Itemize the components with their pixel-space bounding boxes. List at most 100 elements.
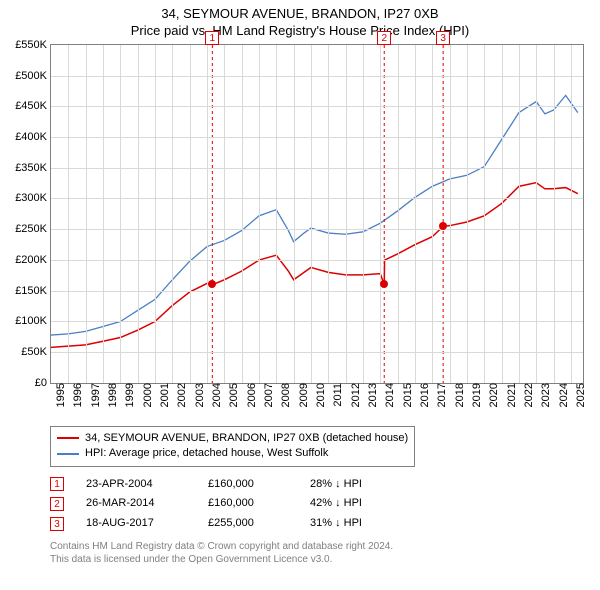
series-hpi <box>51 95 578 335</box>
gridline-v <box>120 45 121 383</box>
y-axis-label: £100K <box>15 315 51 327</box>
x-axis-label: 2000 <box>138 383 154 407</box>
gridline-v <box>380 45 381 383</box>
y-axis-label: £450K <box>15 100 51 112</box>
marker-badge-3: 3 <box>436 31 450 45</box>
x-axis-label: 2014 <box>380 383 396 407</box>
gridline-v <box>484 45 485 383</box>
y-axis-label: £150K <box>15 285 51 297</box>
x-axis-label: 2020 <box>484 383 500 407</box>
x-axis-label: 2007 <box>259 383 275 407</box>
gridline-v <box>138 45 139 383</box>
x-axis-label: 2017 <box>432 383 448 407</box>
footer-line1: Contains HM Land Registry data © Crown c… <box>50 540 600 553</box>
legend-swatch <box>57 437 79 439</box>
gridline-h <box>51 321 583 322</box>
y-axis-label: £350K <box>15 162 51 174</box>
x-axis-label: 2002 <box>172 383 188 407</box>
legend-row: HPI: Average price, detached house, West… <box>57 446 408 461</box>
marker-dot-3 <box>439 222 447 230</box>
gridline-h <box>51 106 583 107</box>
marker-badge-2: 2 <box>377 31 391 45</box>
gridline-v <box>554 45 555 383</box>
sale-badge: 3 <box>50 517 64 531</box>
x-axis-label: 1999 <box>120 383 136 407</box>
x-axis-label: 2001 <box>155 383 171 407</box>
y-axis-label: £300K <box>15 192 51 204</box>
y-axis-label: £400K <box>15 131 51 143</box>
legend-row: 34, SEYMOUR AVENUE, BRANDON, IP27 0XB (d… <box>57 431 408 446</box>
gridline-v <box>103 45 104 383</box>
gridline-h <box>51 137 583 138</box>
marker-badge-1: 1 <box>205 31 219 45</box>
price-chart: £0£50K£100K£150K£200K£250K£300K£350K£400… <box>50 44 584 384</box>
legend-label: 34, SEYMOUR AVENUE, BRANDON, IP27 0XB (d… <box>85 431 408 446</box>
gridline-v <box>207 45 208 383</box>
x-axis-label: 2013 <box>363 383 379 407</box>
x-axis-label: 2011 <box>328 383 344 407</box>
sale-price: £160,000 <box>208 475 288 495</box>
y-axis-label: £200K <box>15 254 51 266</box>
marker-dot-2 <box>380 280 388 288</box>
gridline-h <box>51 198 583 199</box>
sales-table: 123-APR-2004£160,00028% ↓ HPI226-MAR-201… <box>50 475 600 534</box>
x-axis-label: 2005 <box>224 383 240 407</box>
x-axis-label: 2008 <box>276 383 292 407</box>
x-axis-label: 2004 <box>207 383 223 407</box>
sale-date: 18-AUG-2017 <box>86 514 186 534</box>
gridline-v <box>155 45 156 383</box>
gridline-h <box>51 76 583 77</box>
x-axis-label: 2025 <box>571 383 587 407</box>
gridline-v <box>536 45 537 383</box>
x-axis-label: 1997 <box>86 383 102 407</box>
chart-title-block: 34, SEYMOUR AVENUE, BRANDON, IP27 0XB Pr… <box>0 0 600 40</box>
gridline-v <box>363 45 364 383</box>
x-axis-label: 2010 <box>311 383 327 407</box>
gridline-v <box>450 45 451 383</box>
gridline-v <box>276 45 277 383</box>
x-axis-label: 2012 <box>346 383 362 407</box>
x-axis-label: 2006 <box>242 383 258 407</box>
y-axis-label: £50K <box>21 346 51 358</box>
legend-label: HPI: Average price, detached house, West… <box>85 446 328 461</box>
gridline-v <box>346 45 347 383</box>
y-axis-label: £500K <box>15 70 51 82</box>
x-axis-label: 2016 <box>415 383 431 407</box>
gridline-v <box>398 45 399 383</box>
x-axis-label: 1998 <box>103 383 119 407</box>
x-axis-label: 2021 <box>502 383 518 407</box>
x-axis-label: 2009 <box>294 383 310 407</box>
series-property <box>51 182 578 347</box>
title-line1: 34, SEYMOUR AVENUE, BRANDON, IP27 0XB <box>0 6 600 23</box>
sale-row: 226-MAR-2014£160,00042% ↓ HPI <box>50 494 600 514</box>
x-axis-label: 2018 <box>450 383 466 407</box>
gridline-h <box>51 229 583 230</box>
title-line2: Price paid vs. HM Land Registry's House … <box>0 23 600 40</box>
x-axis-label: 1995 <box>51 383 67 407</box>
y-axis-label: £0 <box>35 377 51 389</box>
sale-badge: 2 <box>50 497 64 511</box>
gridline-v <box>224 45 225 383</box>
legend-swatch <box>57 453 79 455</box>
series-svg <box>51 45 583 383</box>
sale-date: 26-MAR-2014 <box>86 494 186 514</box>
gridline-h <box>51 352 583 353</box>
sale-delta: 31% ↓ HPI <box>310 514 400 534</box>
gridline-v <box>328 45 329 383</box>
sale-row: 123-APR-2004£160,00028% ↓ HPI <box>50 475 600 495</box>
x-axis-label: 2003 <box>190 383 206 407</box>
x-axis-label: 2024 <box>554 383 570 407</box>
gridline-h <box>51 168 583 169</box>
sale-badge: 1 <box>50 477 64 491</box>
x-axis-label: 2015 <box>398 383 414 407</box>
footer-line2: This data is licensed under the Open Gov… <box>50 553 600 566</box>
sale-date: 23-APR-2004 <box>86 475 186 495</box>
gridline-v <box>259 45 260 383</box>
x-axis-label: 2023 <box>536 383 552 407</box>
gridline-v <box>190 45 191 383</box>
gridline-v <box>432 45 433 383</box>
sale-delta: 42% ↓ HPI <box>310 494 400 514</box>
gridline-v <box>502 45 503 383</box>
gridline-v <box>519 45 520 383</box>
gridline-v <box>86 45 87 383</box>
